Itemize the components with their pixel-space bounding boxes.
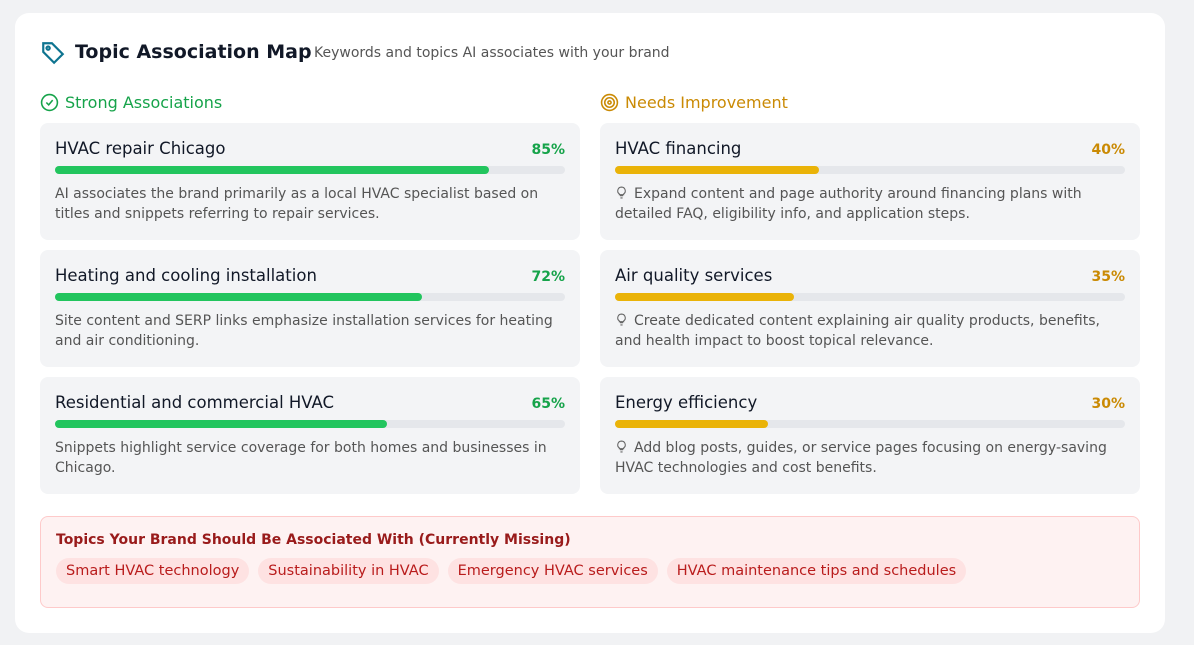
description-text: Snippets highlight service coverage for …: [55, 440, 547, 476]
progress-track: [55, 166, 565, 174]
description-text: Add blog posts, guides, or service pages…: [615, 440, 1107, 476]
topic-card: HVAC repair Chicago 85% AI associates the …: [40, 123, 580, 240]
progress-track: [55, 420, 565, 428]
topic-description: Expand content and page authority around…: [615, 184, 1125, 224]
progress-bar: [55, 166, 489, 174]
topic-title: Air quality services: [615, 266, 773, 285]
tag-icon: [42, 42, 65, 65]
section-heading: Needs Improvement: [600, 91, 1140, 113]
score-label: 35%: [1091, 269, 1125, 285]
topic-title: Energy efficiency: [615, 393, 758, 412]
topic-chip: Smart HVAC technology: [56, 558, 250, 584]
subtitle: Keywords and topics AI associates with y…: [314, 45, 670, 61]
score-label: 40%: [1091, 142, 1125, 158]
topic-card: Residential and commercial HVAC 65% Snippe…: [40, 377, 580, 494]
progress-bar: [55, 420, 387, 428]
check-icon: [40, 93, 59, 111]
progress-bar: [615, 293, 794, 301]
description-text: Create dedicated content explaining air …: [615, 313, 1100, 349]
progress-track: [615, 420, 1125, 428]
topic-title: HVAC financing: [615, 139, 742, 158]
target-icon: [600, 93, 619, 111]
title: Topic Association Map: [75, 41, 312, 63]
topic-card: Air quality services 35% Create dedicated …: [600, 250, 1140, 367]
topic-chip: Emergency HVAC services: [447, 558, 658, 584]
progress-track: [615, 166, 1125, 174]
topic-chip: HVAC maintenance tips and schedules: [666, 558, 967, 584]
heading-text: Needs Improvement: [625, 92, 788, 112]
description-text: AI associates the brand primarily as a l…: [55, 186, 539, 222]
topic-card: Heating and cooling installation 72% Site …: [40, 250, 580, 367]
bulb-icon: [617, 313, 626, 326]
topic-description: Site content and SERP links emphasize in…: [55, 311, 565, 351]
topic-title: Residential and commercial HVAC: [55, 393, 335, 412]
topic-description: Snippets highlight service coverage for …: [55, 438, 565, 478]
progress-track: [615, 293, 1125, 301]
topic-card: HVAC financing 40% Expand content and page…: [600, 123, 1140, 240]
topic-title: Heating and cooling installation: [55, 266, 317, 285]
progress-track: [55, 293, 565, 301]
topic-chip: Sustainability in HVAC: [258, 558, 439, 584]
bulb-icon: [617, 186, 626, 199]
strong-column: Strong Associations HVAC repair Chicago 8…: [40, 91, 580, 504]
chip-list: Smart HVAC technology Sustainability in H…: [56, 558, 1124, 584]
description-text: Expand content and page authority around…: [615, 186, 1082, 222]
progress-bar: [615, 420, 768, 428]
score-label: 30%: [1091, 396, 1125, 412]
improve-column: Needs Improvement HVAC financing 40% Expan…: [600, 91, 1140, 504]
heading-text: Strong Associations: [65, 92, 223, 112]
score-label: 85%: [531, 142, 565, 158]
score-label: 65%: [531, 396, 565, 412]
panel: Topic Association Map Keywords and topic…: [15, 13, 1165, 633]
progress-bar: [615, 166, 819, 174]
topic-card: Energy efficiency 30% Add blog posts, guid…: [600, 377, 1140, 494]
section-heading: Strong Associations: [40, 91, 580, 113]
description-text: Site content and SERP links emphasize in…: [55, 313, 553, 349]
progress-bar: [55, 293, 423, 301]
missing-box: Topics Your Brand Should Be Associated W…: [40, 516, 1140, 608]
topic-description: Create dedicated content explaining air …: [615, 311, 1125, 351]
topic-description: AI associates the brand primarily as a l…: [55, 184, 565, 224]
missing-title: Topics Your Brand Should Be Associated W…: [56, 532, 571, 548]
topic-description: Add blog posts, guides, or service pages…: [615, 438, 1125, 478]
topic-title: HVAC repair Chicago: [55, 139, 226, 158]
score-label: 72%: [531, 269, 565, 285]
bulb-icon: [617, 440, 626, 453]
